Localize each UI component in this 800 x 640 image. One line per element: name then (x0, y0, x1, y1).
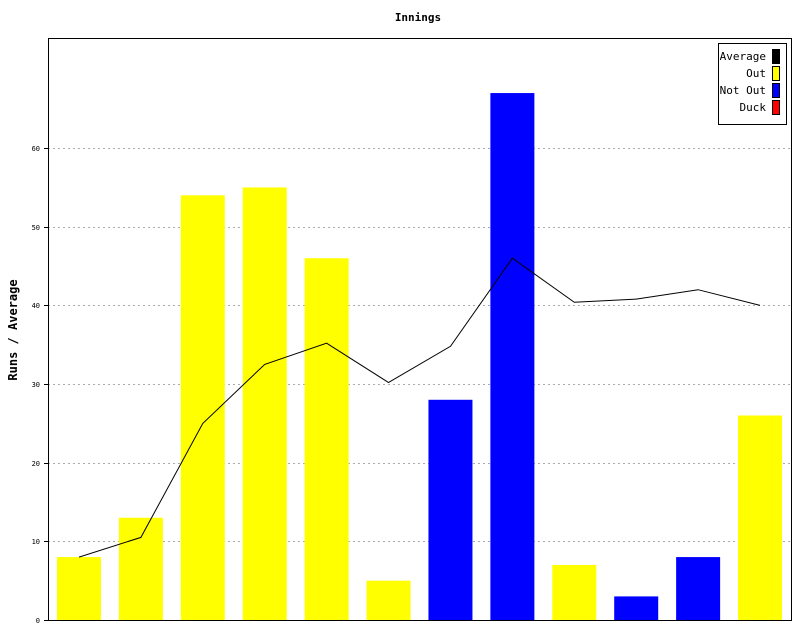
bar-9 (552, 564, 597, 620)
legend: Average Out Not Out Duck (718, 43, 787, 125)
bar-11 (676, 557, 721, 620)
y-axis-ticks: 0 10 20 30 40 50 60 (32, 145, 48, 625)
legend-label: Duck (740, 101, 767, 114)
y-tick-label: 10 (32, 538, 40, 546)
y-tick-label: 60 (32, 145, 40, 153)
legend-label: Average (720, 50, 766, 63)
y-tick-label: 50 (32, 224, 40, 232)
plot-frame (48, 38, 792, 621)
bar-7 (428, 399, 473, 620)
bar-3 (180, 195, 225, 620)
bar-12 (738, 415, 783, 620)
bar-6 (366, 580, 411, 620)
legend-swatch (772, 83, 780, 98)
bar-4 (242, 187, 287, 620)
bar-8 (490, 93, 535, 620)
bar-5 (304, 258, 349, 620)
chart-title: Innings (395, 11, 441, 24)
gridlines (48, 148, 791, 542)
bar-1 (56, 557, 101, 620)
legend-label: Not Out (720, 84, 766, 97)
y-tick-label: 0 (36, 617, 40, 625)
average-line (78, 257, 761, 558)
y-tick-label: 40 (32, 302, 40, 310)
bar-10 (614, 596, 659, 620)
bar-series (56, 93, 783, 620)
bar-2 (118, 517, 163, 620)
legend-swatch (772, 100, 780, 115)
y-axis-label: Runs / Average (6, 279, 20, 380)
y-tick-label: 20 (32, 460, 40, 468)
y-tick-label: 30 (32, 381, 40, 389)
legend-label: Out (746, 67, 766, 80)
average-line-series (78, 257, 761, 558)
legend-swatch (772, 66, 780, 81)
legend-swatch (772, 49, 780, 64)
